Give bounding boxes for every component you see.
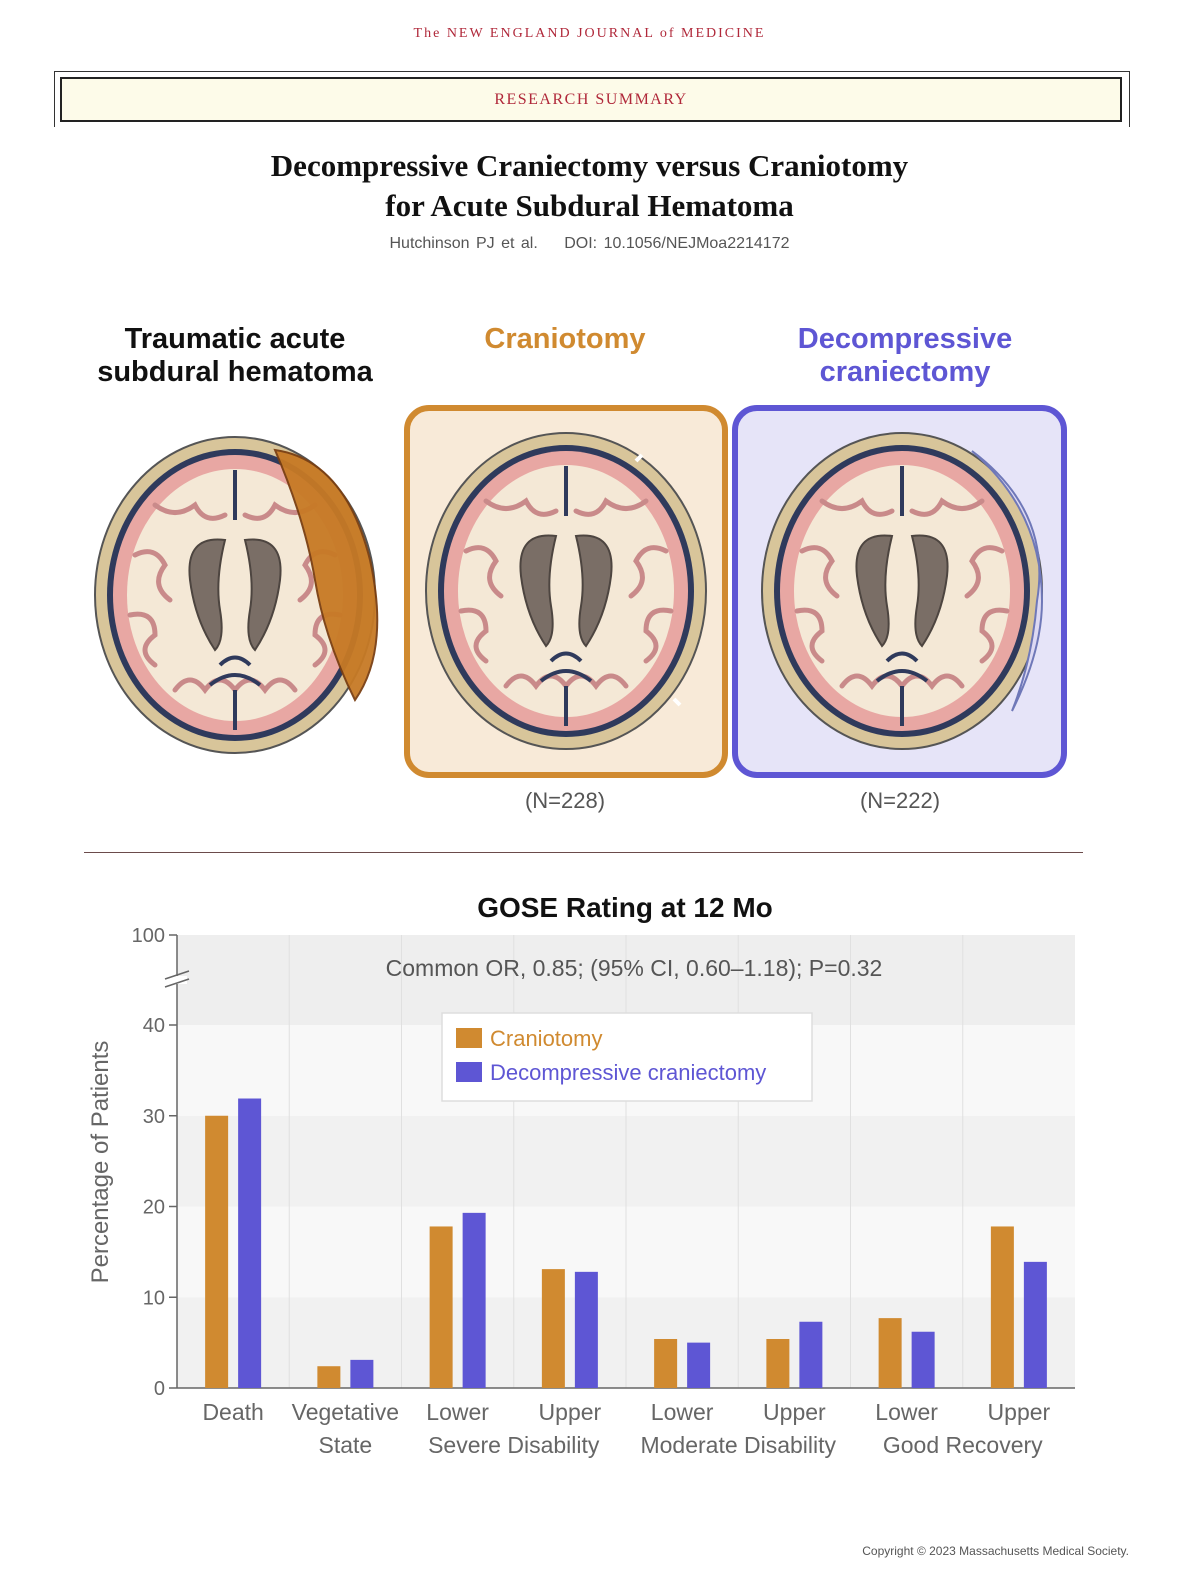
axis-break-gap bbox=[167, 976, 187, 984]
hematoma-brain-icon bbox=[95, 437, 379, 753]
title-line-1: Decompressive Craniectomy versus Craniot… bbox=[270, 148, 909, 183]
condition-title-line-2: subdural hematoma bbox=[97, 356, 373, 388]
craniotomy-n: (N=228) bbox=[524, 788, 606, 813]
bar-craniectomy-4 bbox=[574, 1271, 598, 1388]
bar-craniectomy-7 bbox=[911, 1331, 935, 1388]
x-label-lower: Lower bbox=[426, 1399, 489, 1425]
bar-craniectomy-3 bbox=[462, 1212, 486, 1388]
x-label-upper: Upper bbox=[763, 1399, 826, 1425]
gose-chart: GOSE Rating at 12 Mo 0 10 20 30 40 100 Percenta… bbox=[87, 892, 1075, 1458]
bar-craniotomy-5 bbox=[654, 1338, 678, 1388]
craniotomy-title: Craniotomy bbox=[405, 323, 725, 356]
bar-craniectomy-2 bbox=[350, 1359, 374, 1388]
research-summary-banner: RESEARCH SUMMARY bbox=[60, 77, 1122, 122]
title-line-2: for Acute Subdural Hematoma bbox=[385, 188, 794, 223]
y-tick-label: 100 bbox=[132, 925, 165, 947]
craniectomy-title-line-2: craniectomy bbox=[819, 356, 991, 388]
legend-swatch-2 bbox=[456, 1062, 482, 1082]
byline: Hutchinson PJ et al. DOI: 10.1056/NEJMoa… bbox=[0, 235, 1179, 253]
x-label-state: State bbox=[319, 1432, 373, 1458]
x-label-vegetative: Vegetative bbox=[292, 1399, 399, 1425]
x-label-lower: Lower bbox=[875, 1399, 938, 1425]
bar-craniotomy-2 bbox=[317, 1366, 341, 1388]
x-label-lower: Lower bbox=[651, 1399, 714, 1425]
legend-box bbox=[441, 1012, 813, 1102]
condition-title-line-1: Traumatic acute bbox=[124, 323, 346, 355]
y-axis-label: Percentage of Patients bbox=[87, 1041, 114, 1284]
section-divider bbox=[84, 852, 1083, 853]
chart-title: GOSE Rating at 12 Mo bbox=[477, 892, 773, 923]
journal-name: The NEW ENGLAND JOURNAL of MEDICINE bbox=[413, 26, 766, 41]
axis-break-mark bbox=[164, 970, 190, 980]
bar-craniotomy-3 bbox=[429, 1226, 453, 1388]
y-tick-label: 40 bbox=[143, 1015, 165, 1037]
x-label-upper: Upper bbox=[539, 1399, 602, 1425]
bar-craniectomy-5 bbox=[687, 1342, 711, 1388]
craniotomy-title-line-1: Craniotomy bbox=[484, 323, 646, 355]
legend-label-1: Craniotomy bbox=[490, 1026, 602, 1051]
bar-craniotomy-4 bbox=[541, 1269, 565, 1388]
x-label-upper: Upper bbox=[988, 1399, 1051, 1425]
odds-ratio-annotation: Common OR, 0.85; (95% CI, 0.60–1.18); P=… bbox=[386, 955, 883, 981]
x-group-label-severe: Severe Disability bbox=[428, 1432, 600, 1458]
craniectomy-brain-icon bbox=[762, 433, 1042, 749]
y-tick-label: 0 bbox=[154, 1378, 165, 1400]
banner-frame bbox=[54, 71, 1130, 127]
bar-craniotomy-7 bbox=[878, 1318, 902, 1388]
x-group-label-moderate: Moderate Disability bbox=[640, 1432, 836, 1458]
bar-craniectomy-1 bbox=[238, 1098, 262, 1388]
condition-title: Traumatic acute subdural hematoma bbox=[80, 323, 390, 389]
y-tick-label: 20 bbox=[143, 1197, 165, 1219]
bar-craniectomy-6 bbox=[799, 1321, 823, 1388]
y-tick-label: 10 bbox=[143, 1287, 165, 1309]
bar-craniotomy-8 bbox=[990, 1226, 1014, 1388]
x-label-death: Death bbox=[202, 1399, 263, 1425]
bar-craniectomy-8 bbox=[1023, 1261, 1047, 1388]
craniotomy-brain-icon bbox=[426, 433, 706, 749]
bar-craniotomy-6 bbox=[766, 1338, 790, 1388]
bar-craniotomy-1 bbox=[205, 1115, 229, 1388]
legend-swatch-1 bbox=[456, 1028, 482, 1048]
copyright: Copyright © 2023 Massachusetts Medical S… bbox=[862, 1544, 1129, 1558]
axis-break-mark bbox=[164, 978, 190, 988]
legend-label-2: Decompressive craniectomy bbox=[490, 1060, 766, 1085]
craniectomy-title: Decompressive craniectomy bbox=[735, 323, 1075, 389]
craniectomy-title-line-1: Decompressive bbox=[797, 323, 1013, 355]
page-title: Decompressive Craniectomy versus Craniot… bbox=[0, 146, 1179, 226]
craniectomy-n: (N=222) bbox=[859, 788, 941, 813]
brain-illustrations bbox=[0, 405, 1067, 778]
doi: DOI: 10.1056/NEJMoa2214172 bbox=[564, 235, 790, 252]
x-group-label-good: Good Recovery bbox=[883, 1432, 1043, 1458]
y-tick-label: 30 bbox=[143, 1106, 165, 1128]
authors: Hutchinson PJ et al. bbox=[389, 235, 538, 252]
